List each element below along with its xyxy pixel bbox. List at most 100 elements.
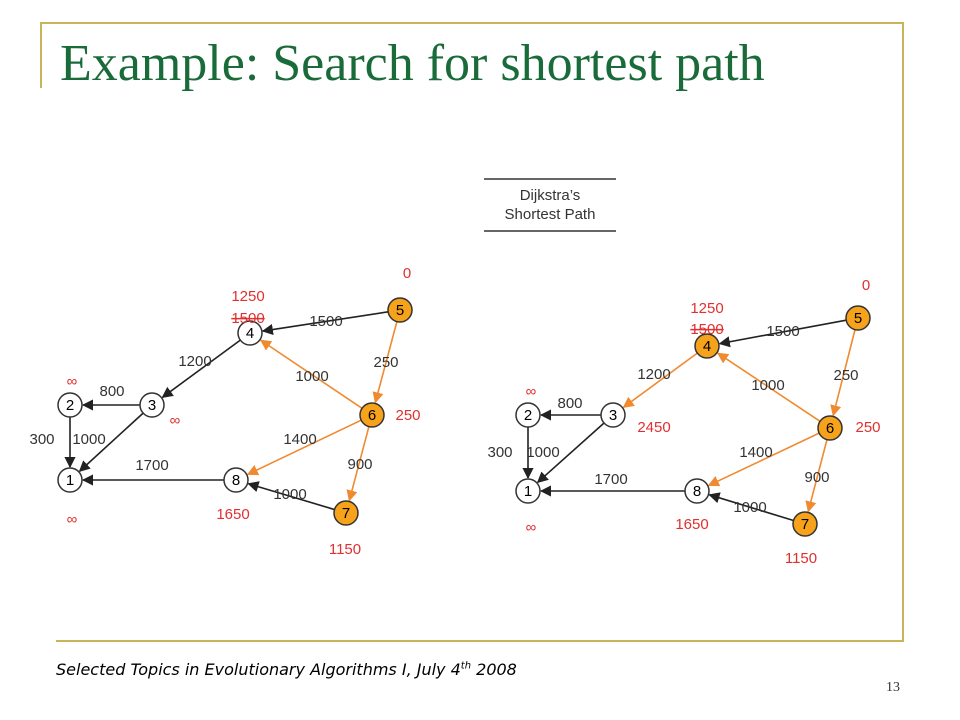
- edge-5-4: [261, 311, 389, 336]
- node-3: 3: [600, 402, 626, 428]
- node-circle-8: [223, 467, 249, 493]
- edge-5-6: [830, 329, 856, 417]
- edge-weight-3-2: 800: [99, 383, 124, 400]
- node-5: 5: [387, 297, 413, 323]
- distance-label-2: ∞: [67, 373, 78, 390]
- frame-right-line: [902, 22, 904, 642]
- legend-line-2: Shortest Path: [504, 206, 596, 223]
- footer-sup: th: [460, 660, 472, 672]
- node-2: 2: [57, 392, 83, 418]
- node-7: 7: [333, 500, 359, 526]
- node-2: 2: [515, 402, 541, 428]
- edge-weight-4-3: 1200: [637, 366, 670, 383]
- node-7: 7: [792, 511, 818, 537]
- node-label-6: 6: [826, 420, 834, 437]
- legend-top-rule: [484, 178, 616, 180]
- node-circle-6: [359, 402, 385, 428]
- edge-weight-4-3: 1200: [178, 353, 211, 370]
- node-1: 1: [515, 478, 541, 504]
- node-6: 6: [817, 415, 843, 441]
- distance-label-3: ∞: [170, 412, 181, 429]
- distance-label-7: 1150: [785, 550, 817, 567]
- distance-label-5: 0: [862, 277, 870, 294]
- edge-weight-5-4: 1500: [766, 323, 799, 340]
- node-label-2: 2: [66, 397, 74, 414]
- edge-weight-2-1: 300: [29, 431, 54, 448]
- edge-weight-6-7: 900: [347, 456, 372, 473]
- edge-weight-5-4: 1500: [309, 313, 342, 330]
- node-8: 8: [223, 467, 249, 493]
- edge-5-6: [372, 321, 398, 404]
- legend-text: Dijkstra’s Shortest Path: [484, 180, 616, 230]
- legend: Dijkstra’s Shortest Path: [484, 178, 616, 232]
- node-circle-3: [139, 392, 165, 418]
- edge-weight-6-4: 1000: [751, 377, 784, 394]
- node-circle-2: [515, 402, 541, 428]
- node-label-7: 7: [342, 505, 350, 522]
- distance-label-4: 1250: [231, 288, 264, 305]
- node-4: 4: [237, 320, 263, 346]
- node-label-1: 1: [524, 483, 532, 500]
- node-label-3: 3: [148, 397, 156, 414]
- edge-weight-3-2: 800: [557, 395, 582, 412]
- node-4: 4: [694, 333, 720, 359]
- node-8: 8: [684, 478, 710, 504]
- node-label-5: 5: [396, 302, 404, 319]
- frame-top-line: [40, 22, 904, 24]
- node-circle-5: [845, 305, 871, 331]
- node-label-3: 3: [609, 407, 617, 424]
- edge-weight-6-8: 1400: [283, 431, 316, 448]
- distance-label-6: 250: [395, 407, 420, 424]
- node-circle-1: [515, 478, 541, 504]
- distance-label-4: 1250: [690, 300, 723, 317]
- edge-6-4: [259, 339, 363, 409]
- distance-label-1: ∞: [526, 519, 537, 536]
- edge-6-8: [246, 419, 362, 476]
- node-label-8: 8: [232, 472, 240, 489]
- frame-bottom-line: [56, 640, 904, 642]
- edge-weight-6-7: 900: [804, 469, 829, 486]
- node-3: 3: [139, 392, 165, 418]
- edge-weight-8-1: 1700: [594, 471, 627, 488]
- distance-label-3: 2450: [637, 419, 670, 436]
- edge-6-8: [707, 432, 820, 487]
- node-circle-7: [792, 511, 818, 537]
- edge-weight-5-6: 250: [833, 367, 858, 384]
- edge-weight-3-1: 1000: [526, 444, 559, 461]
- edge-4-3: [622, 352, 698, 408]
- node-label-5: 5: [854, 310, 862, 327]
- edge-3-1: [536, 422, 605, 484]
- page-number: 13: [886, 680, 900, 695]
- edge-3-1: [78, 412, 144, 472]
- node-label-1: 1: [66, 472, 74, 489]
- node-6: 6: [359, 402, 385, 428]
- node-circle-2: [57, 392, 83, 418]
- node-circle-8: [684, 478, 710, 504]
- footer-citation: Selected Topics in Evolutionary Algorith…: [56, 660, 517, 679]
- distance-label-8: 1650: [216, 506, 249, 523]
- distance-label-5: 0: [403, 265, 411, 282]
- edge-weight-7-8: 1000: [273, 486, 306, 503]
- frame-left-line: [40, 22, 42, 88]
- legend-line-1: Dijkstra’s: [519, 187, 581, 204]
- edge-7-8: [247, 481, 335, 511]
- node-circle-5: [387, 297, 413, 323]
- node-label-2: 2: [524, 407, 532, 424]
- distance-label-8: 1650: [675, 516, 708, 533]
- footer-main: Selected Topics in Evolutionary Algorith…: [56, 660, 461, 679]
- node-label-7: 7: [801, 516, 809, 533]
- node-1: 1: [57, 467, 83, 493]
- distance-label-4: 1500: [231, 310, 264, 327]
- edge-7-8: [708, 492, 794, 522]
- edge-5-4: [718, 319, 847, 348]
- distance-label-4: 1500: [690, 321, 723, 338]
- node-circle-4: [237, 320, 263, 346]
- slide-title: Example: Search for shortest path: [60, 35, 765, 92]
- edge-weight-2-1: 300: [487, 444, 512, 461]
- distance-label-1: ∞: [67, 511, 78, 528]
- edge-weight-6-4: 1000: [295, 368, 328, 385]
- edge-4-3: [161, 339, 241, 398]
